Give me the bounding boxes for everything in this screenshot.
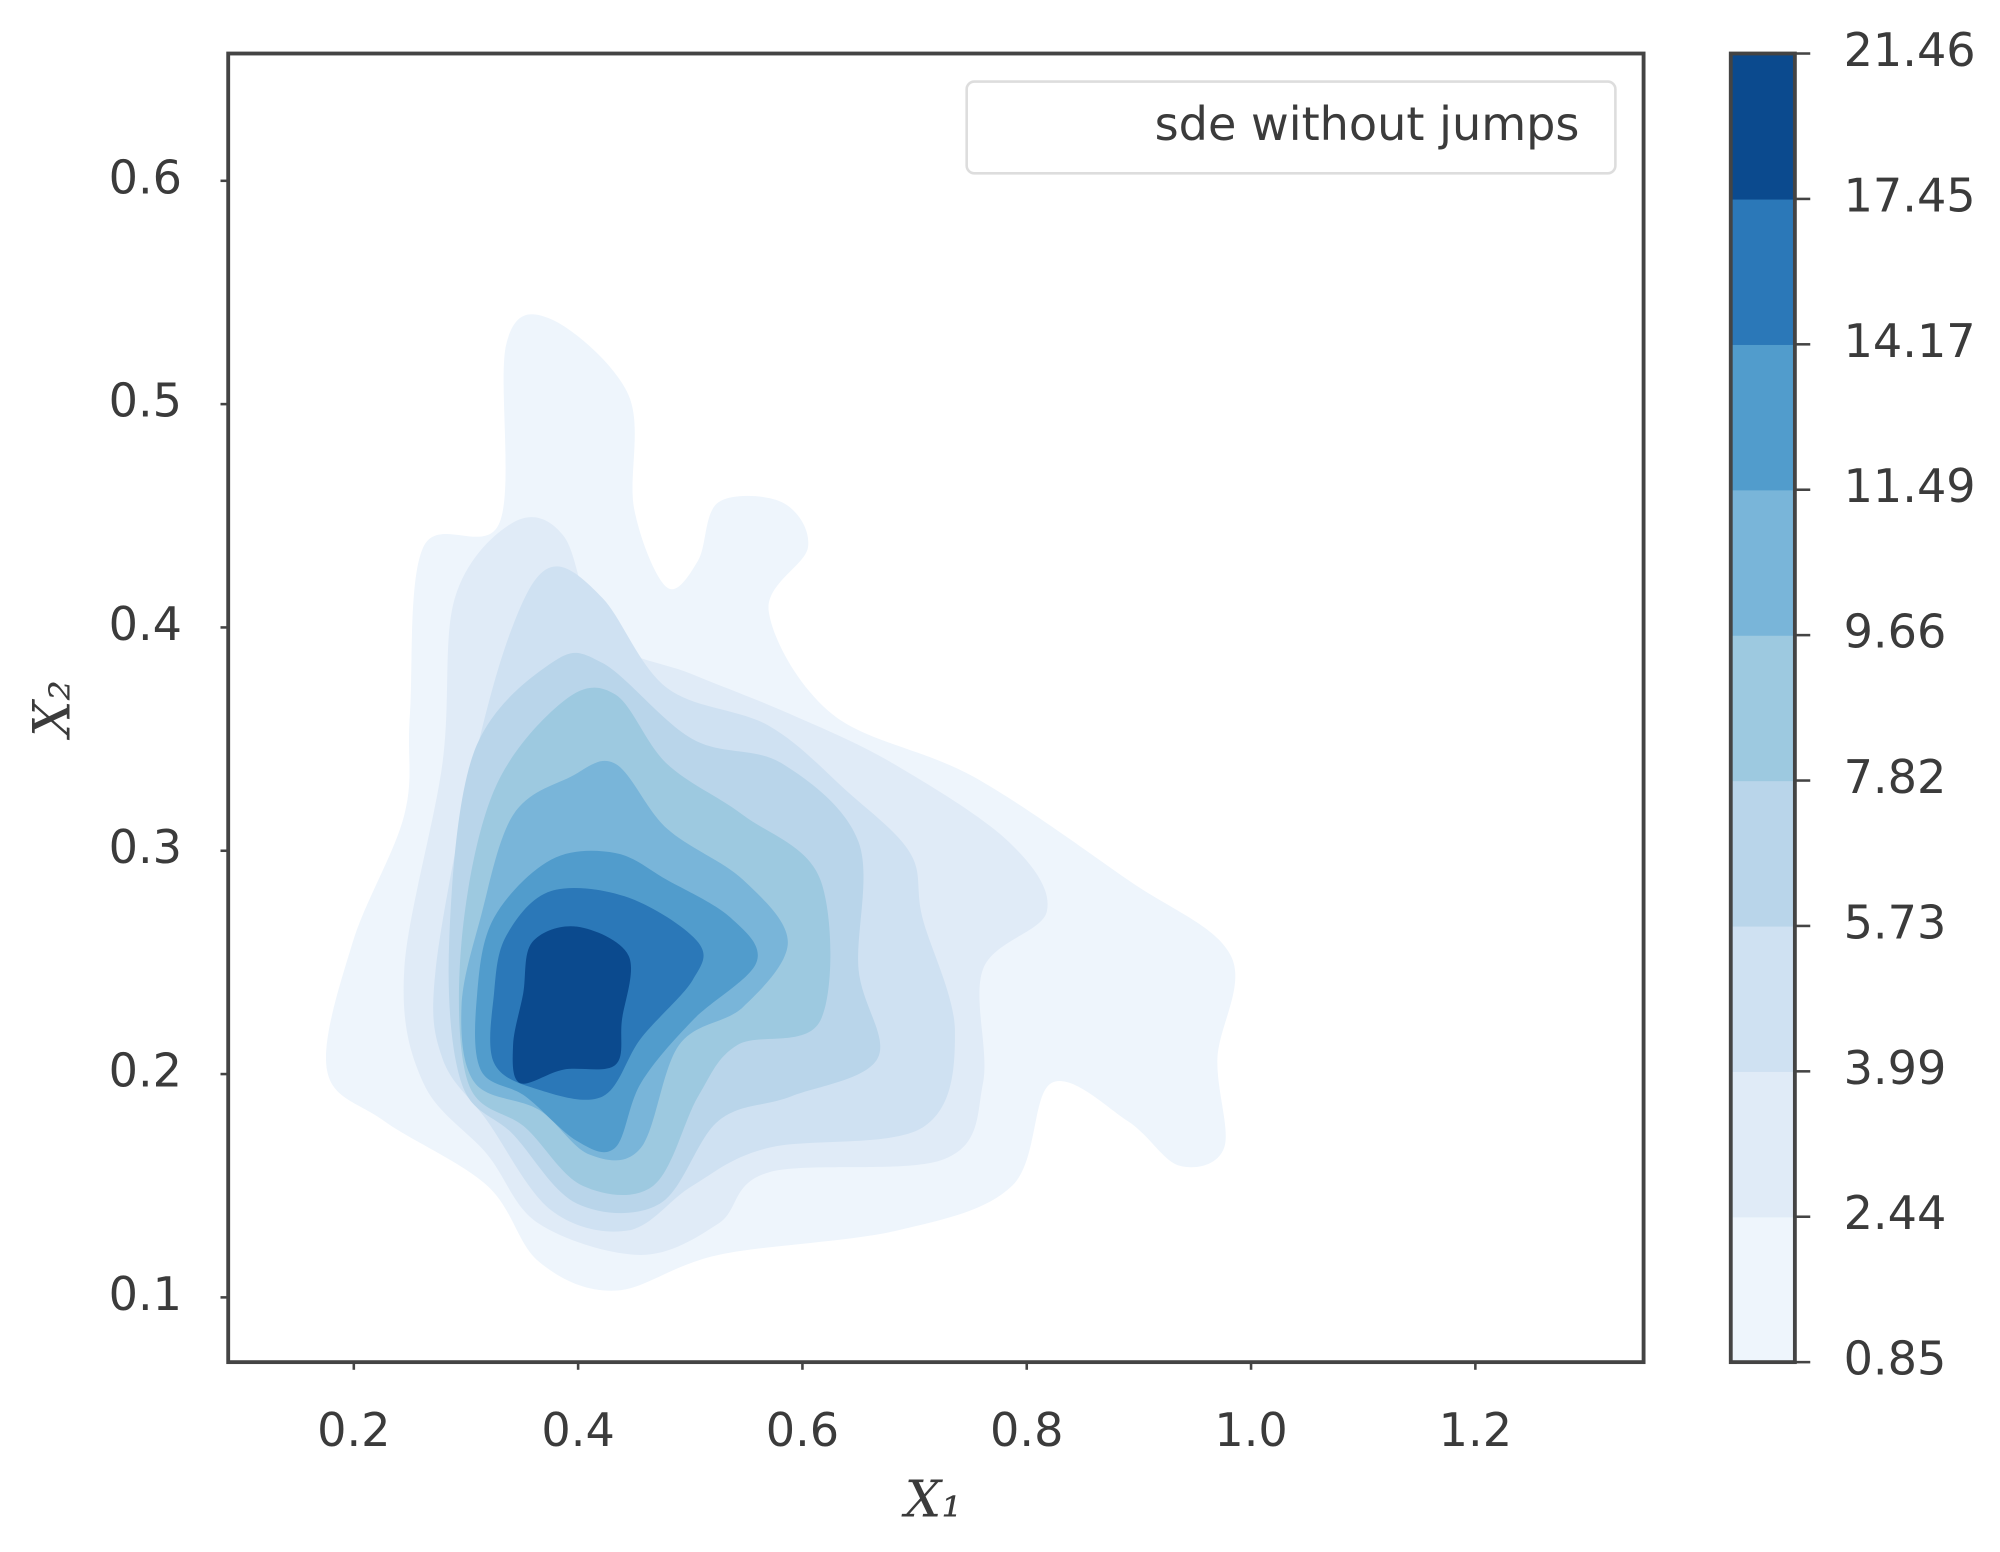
colorbar-tick-label: 7.82 (1844, 750, 1947, 804)
colorbar-band (1730, 344, 1795, 491)
y-tick-label: 0.3 (109, 820, 182, 874)
colorbar-tick-label: 5.73 (1844, 896, 1947, 950)
colorbar-tick-label: 2.44 (1844, 1186, 1947, 1240)
plot-frame (226, 51, 1646, 1365)
colorbar-band (1730, 1216, 1795, 1363)
x-tick-label: 1.2 (1439, 1403, 1512, 1457)
colorbar-band (1730, 925, 1795, 1072)
legend-label: sde without jumps (1155, 97, 1580, 151)
colorbar-band (1730, 780, 1795, 927)
contour-band (512, 926, 632, 1084)
colorbar-band (1730, 53, 1795, 200)
y-axis-label: X₂ (23, 680, 82, 741)
colorbar-tick-label: 14.17 (1844, 314, 1976, 368)
colorbar-tick-label: 3.99 (1844, 1041, 1947, 1095)
y-tick-label: 0.5 (109, 374, 182, 428)
colorbar-tick-label: 11.49 (1844, 459, 1976, 513)
legend-box (965, 80, 1617, 175)
colorbar-tick-label: 0.85 (1844, 1332, 1947, 1386)
colorbar-tick-label: 9.66 (1844, 605, 1947, 659)
colorbar-band (1730, 1071, 1795, 1218)
x-tick-label: 0.2 (317, 1403, 390, 1457)
colorbar-band (1730, 198, 1795, 345)
x-tick-label: 1.0 (1214, 1403, 1287, 1457)
plot-area (325, 314, 1236, 1291)
x-tick-label: 0.6 (766, 1403, 839, 1457)
colorbar-band (1730, 489, 1795, 636)
y-tick-label: 0.1 (109, 1267, 182, 1321)
colorbar-band (1730, 635, 1795, 782)
colorbar-tick-label: 21.46 (1844, 23, 1976, 77)
y-tick-label: 0.4 (109, 597, 182, 651)
y-tick-label: 0.6 (109, 150, 182, 204)
y-tick-label: 0.2 (109, 1044, 182, 1098)
x-tick-label: 0.4 (541, 1403, 614, 1457)
x-tick-label: 0.8 (990, 1403, 1063, 1457)
colorbar-frame (1728, 51, 1797, 1365)
colorbar-tick-label: 17.45 (1844, 169, 1976, 223)
x-axis-label: X₁ (901, 1471, 962, 1530)
